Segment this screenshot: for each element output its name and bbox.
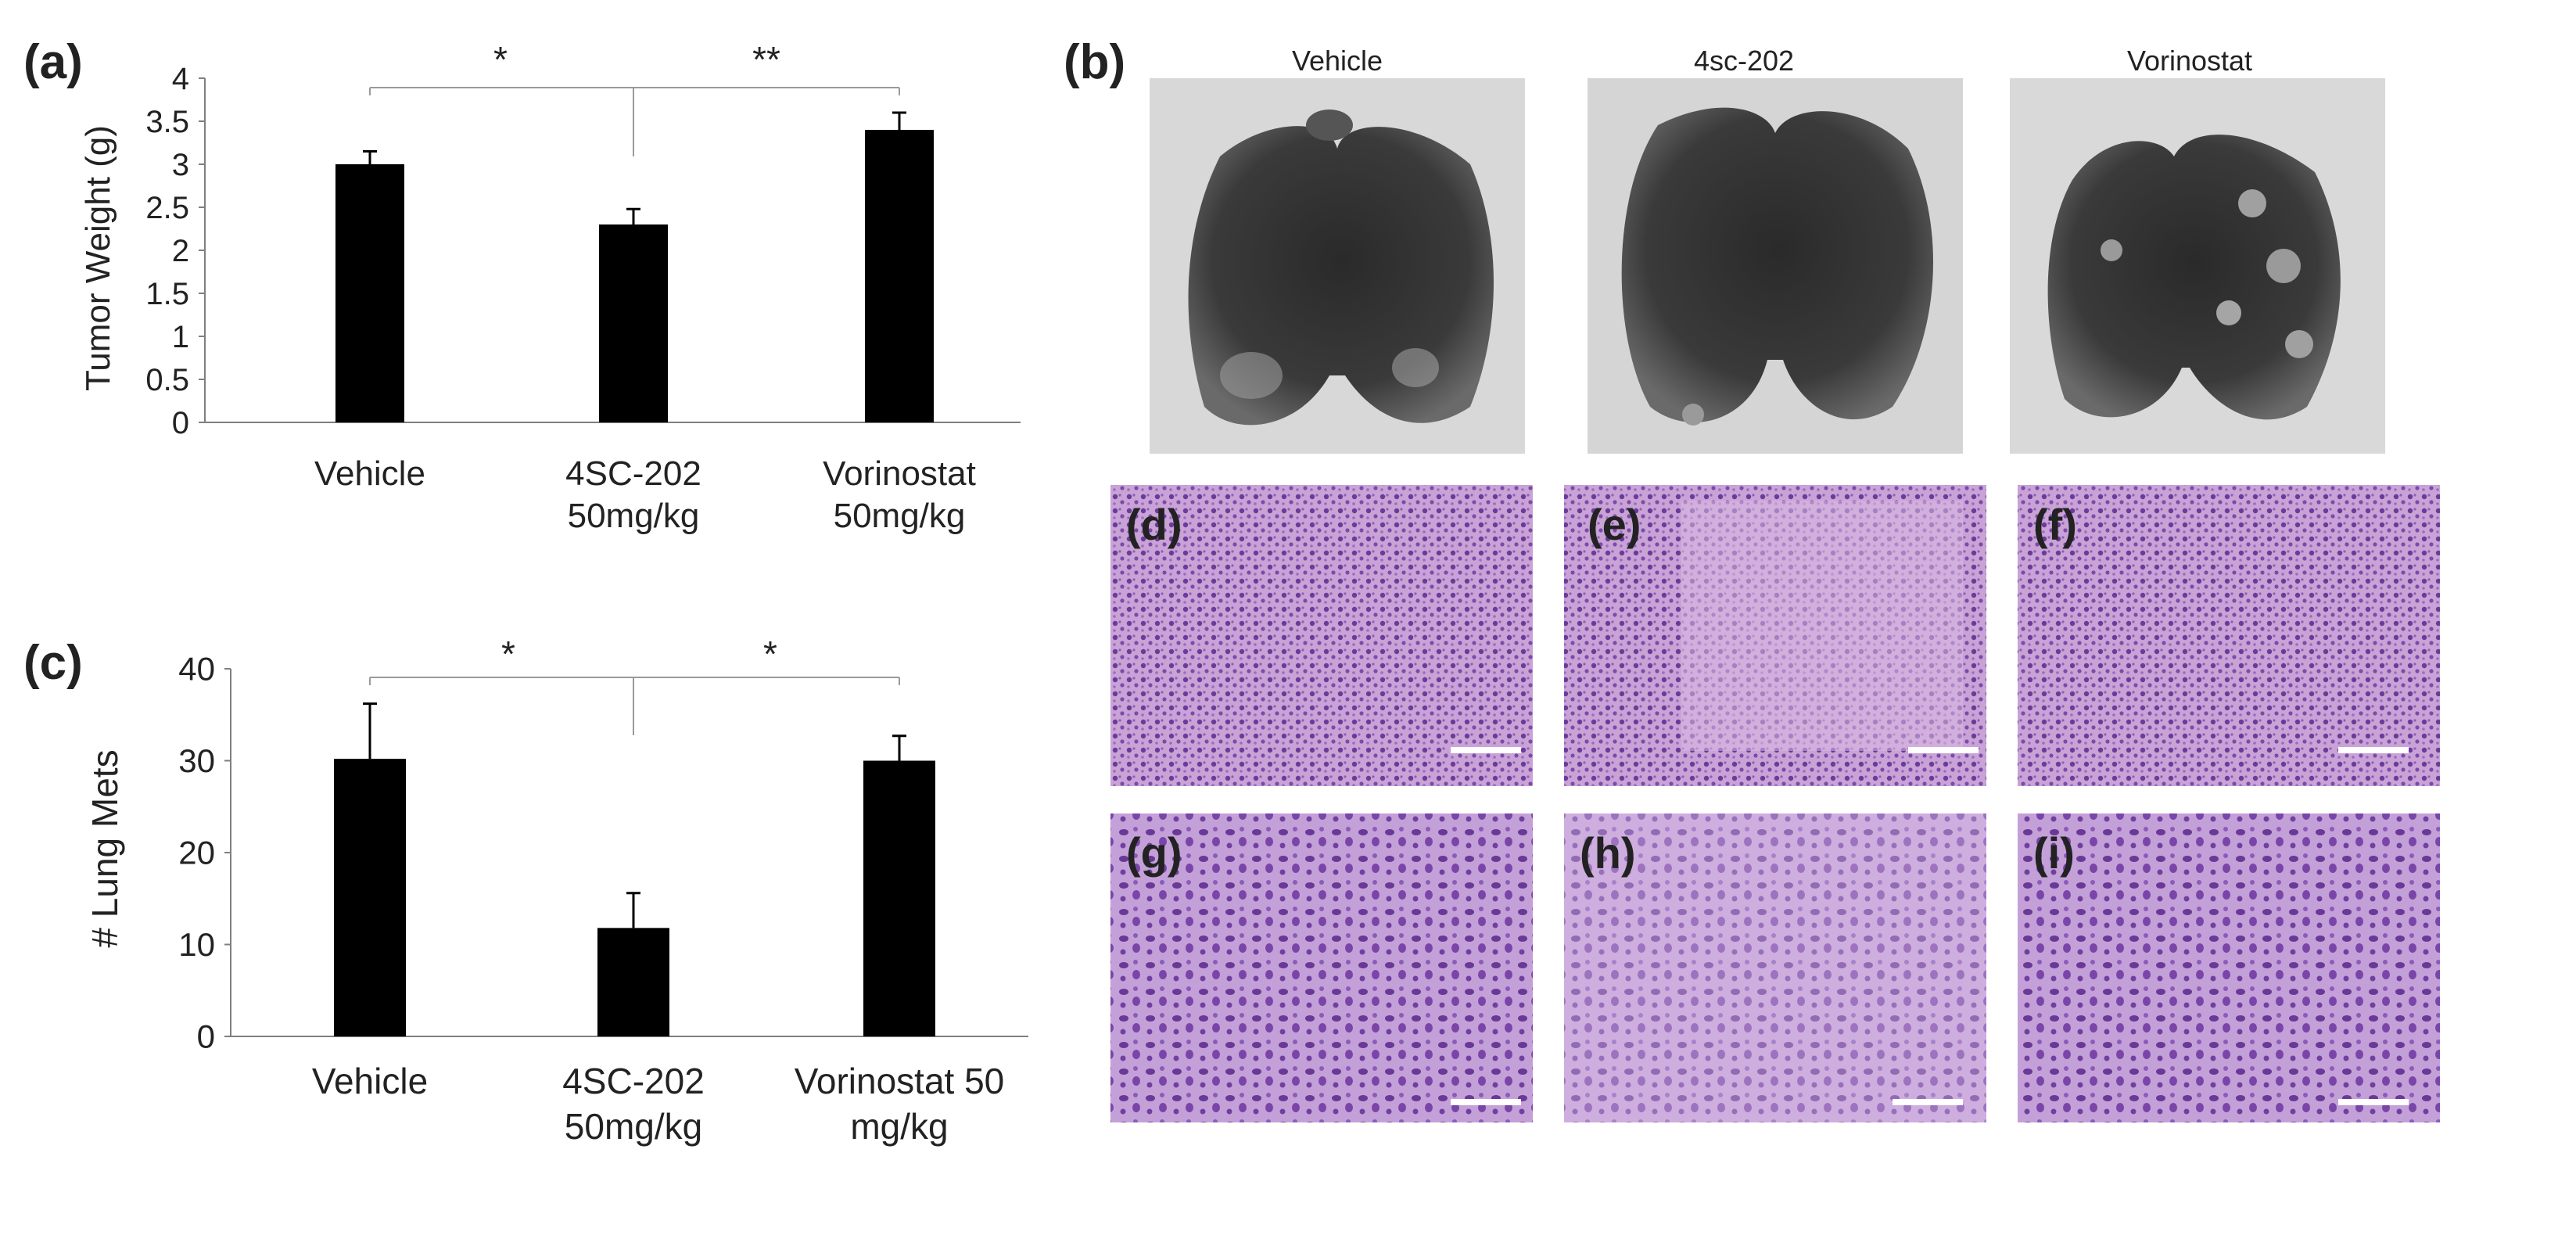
histology-panel-h: (h) xyxy=(1564,813,1986,1122)
y-tick-label: 3.5 xyxy=(145,105,189,139)
scale-bar-d xyxy=(1451,747,1521,753)
chart-c-yticks: 0 10 20 30 40 xyxy=(178,651,231,1055)
lung-photo-4sc202 xyxy=(1588,78,1963,454)
y-tick-label: 1 xyxy=(172,320,189,354)
chart-c-xlabels: Vehicle 4SC-202 50mg/kg Vorinostat 50 mg/kg xyxy=(312,1061,1004,1147)
histology-high-mag: (g) (h) (i) xyxy=(1110,813,2440,1122)
y-tick-label: 0.5 xyxy=(145,363,189,397)
chart-c-bars xyxy=(334,702,935,1036)
chart-c-sig-2: * xyxy=(763,634,777,674)
y-tick-label: 20 xyxy=(178,835,215,871)
histology-panel-d: (d) xyxy=(1110,485,1533,786)
panel-label-g: (g) xyxy=(1126,828,1182,878)
photo-title-vehicle: Vehicle xyxy=(1292,45,1383,77)
y-tick-label: 10 xyxy=(178,926,215,963)
scale-bar-g xyxy=(1451,1099,1521,1105)
bar xyxy=(865,130,934,422)
scale-bar-f xyxy=(2338,747,2409,753)
y-tick-label: 4 xyxy=(172,62,189,96)
panel-label-a: (a) xyxy=(23,35,83,89)
bar xyxy=(597,928,669,1036)
bar xyxy=(335,164,404,422)
chart-a-significance xyxy=(369,87,900,156)
scale-bar-h xyxy=(1893,1099,1963,1105)
histology-panel-i: (i) xyxy=(2018,813,2440,1122)
bar xyxy=(863,760,935,1036)
y-tick-label: 0 xyxy=(172,406,189,440)
chart-c-significance xyxy=(369,677,900,735)
chart-a-sig-2: ** xyxy=(752,39,780,80)
y-tick-label: 2.5 xyxy=(145,191,189,225)
x-category-label: mg/kg xyxy=(850,1106,948,1147)
x-category-label: 50mg/kg xyxy=(565,1106,702,1147)
x-category-label: Vorinostat xyxy=(823,454,976,493)
chart-c-lung-mets: # Lung Mets 0 10 20 30 40 Vehicle 4SC-202 50mg… xyxy=(84,634,1028,1147)
chart-a-xlabels: Vehicle 4SC-202 50mg/kg Vorinostat 50mg/kg xyxy=(314,454,976,535)
x-category-label: 50mg/kg xyxy=(834,497,966,535)
scale-bar-i xyxy=(2338,1099,2409,1105)
bar xyxy=(334,759,406,1036)
y-tick-label: 0 xyxy=(197,1018,215,1055)
y-tick-label: 2 xyxy=(172,234,189,268)
panel-b-lung-photos: Vehicle 4sc-202 Vorinostat xyxy=(1150,45,2385,454)
photo-title-vorinostat: Vorinostat xyxy=(2127,45,2252,77)
y-tick-label: 30 xyxy=(178,742,215,779)
x-category-label: Vorinostat 50 xyxy=(795,1061,1005,1101)
x-category-label: 50mg/kg xyxy=(568,497,700,535)
y-tick-label: 3 xyxy=(172,148,189,182)
panel-label-c: (c) xyxy=(23,636,83,690)
panel-label-f: (f) xyxy=(2033,500,2077,549)
lung-photo-vorinostat xyxy=(2010,78,2385,454)
y-tick-label: 40 xyxy=(178,651,215,688)
histology-low-mag: (d) (e) (f) xyxy=(1110,485,2440,786)
lung-photo-vehicle xyxy=(1150,78,1525,454)
x-category-label: 4SC-202 xyxy=(565,454,701,493)
histology-panel-g: (g) xyxy=(1110,813,1533,1122)
chart-a-sig-1: * xyxy=(493,39,508,80)
bar xyxy=(599,224,668,422)
panel-label-d: (d) xyxy=(1126,500,1182,549)
chart-a-tumor-weight: Tumor Weight (g) 0 0.5 1 1.5 2 2.5 3 3.5 4 Vehic… xyxy=(79,39,1021,535)
y-tick-label: 1.5 xyxy=(145,277,189,311)
chart-a-ylabel: Tumor Weight (g) xyxy=(79,125,117,391)
chart-a-yticks: 0 0.5 1 1.5 2 2.5 3 3.5 4 xyxy=(145,62,205,440)
x-category-label: Vehicle xyxy=(314,454,425,493)
panel-label-h: (h) xyxy=(1580,828,1636,878)
chart-c-sig-1: * xyxy=(501,634,515,674)
x-category-label: 4SC-202 xyxy=(562,1061,705,1101)
panel-label-i: (i) xyxy=(2033,828,2075,878)
chart-c-ylabel: # Lung Mets xyxy=(84,749,125,947)
x-category-label: Vehicle xyxy=(312,1061,428,1101)
scale-bar-e xyxy=(1908,747,1979,753)
histology-panel-f: (f) xyxy=(2018,485,2440,786)
panel-label-e: (e) xyxy=(1588,500,1641,549)
histology-panel-e: (e) xyxy=(1564,485,1986,786)
chart-a-bars xyxy=(335,111,934,422)
panel-label-b: (b) xyxy=(1064,35,1125,89)
photo-title-4sc202: 4sc-202 xyxy=(1694,45,1794,77)
